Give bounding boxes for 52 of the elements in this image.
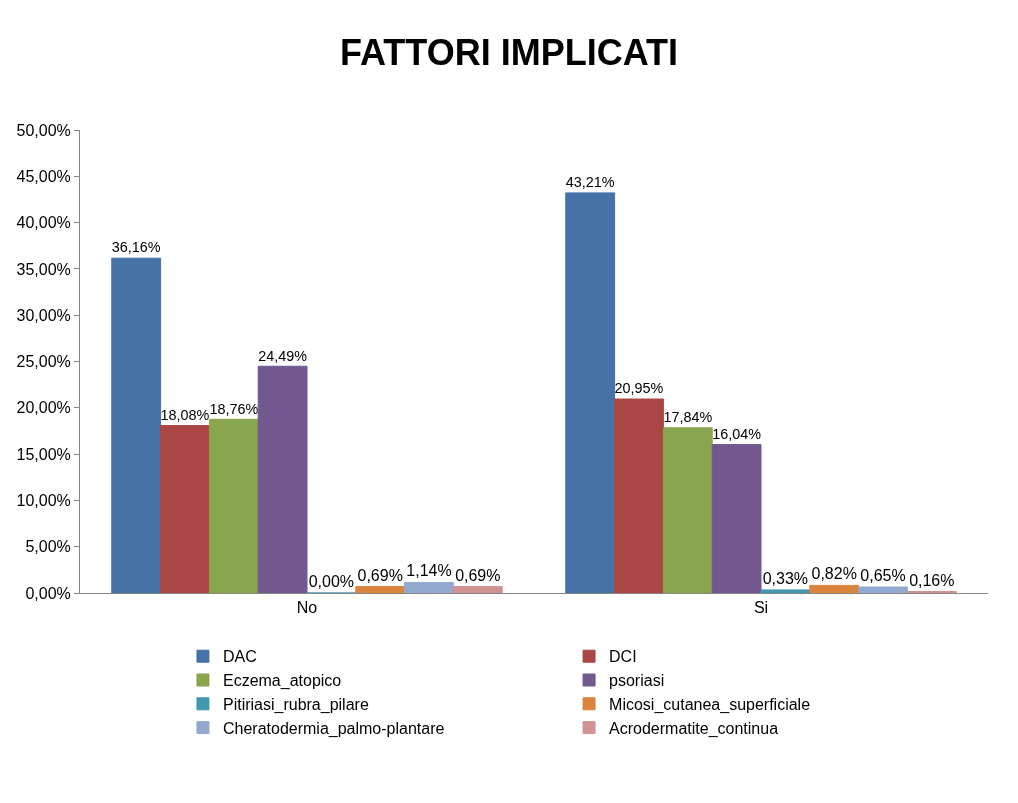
data-label: 0,65% xyxy=(860,566,906,584)
y-tick-label: 0,00% xyxy=(25,584,71,602)
data-label: 18,08% xyxy=(160,406,210,423)
bar xyxy=(404,581,454,593)
x-tick-label: No xyxy=(296,599,318,617)
y-tick-label: 50,00% xyxy=(16,121,71,139)
data-label: 43,21% xyxy=(565,174,615,191)
data-label: 0,82% xyxy=(811,565,857,583)
y-tick-label: 10,00% xyxy=(16,492,71,509)
y-tick-label: 5,00% xyxy=(25,538,71,556)
legend-label: Eczema_atopico xyxy=(222,672,342,691)
data-label: 36,16% xyxy=(111,239,161,256)
bar xyxy=(160,425,210,593)
y-tick-label: 15,00% xyxy=(16,445,71,463)
bar xyxy=(257,365,308,593)
y-tick-label: 35,00% xyxy=(16,260,71,278)
chart-title: FATTORI IMPLICATI xyxy=(340,32,678,74)
data-label: 0,00% xyxy=(308,573,355,590)
legend-label: Micosi_cutanea_superficiale xyxy=(609,696,811,715)
legend-label: DAC xyxy=(222,648,257,666)
data-label: 24,49% xyxy=(258,347,308,364)
legend-label: Cheratodermia_palmo-plantare xyxy=(222,719,445,738)
y-tick-label: 20,00% xyxy=(16,399,71,417)
data-label: 0,69% xyxy=(455,566,501,584)
data-label: 17,84% xyxy=(663,409,713,426)
legend-label: Pitiriasi_rubra_pilare xyxy=(222,696,369,715)
data-label: 0,69% xyxy=(357,566,403,584)
bar xyxy=(355,586,406,593)
legend-label: Acrodermatite_continua xyxy=(609,719,779,738)
bar xyxy=(760,589,811,593)
y-tick-label: 45,00% xyxy=(16,167,71,185)
x-tick-label: Si xyxy=(753,599,769,617)
bar xyxy=(809,584,860,593)
bar xyxy=(711,443,762,593)
data-label: 0,16% xyxy=(909,571,955,589)
bar xyxy=(662,427,713,593)
legend-label: DCI xyxy=(609,648,637,666)
bar xyxy=(452,586,503,593)
bar xyxy=(858,586,908,593)
y-tick-label: 25,00% xyxy=(16,353,71,371)
bar xyxy=(208,418,259,593)
y-tick-label: 40,00% xyxy=(16,214,71,232)
y-tick-label: 30,00% xyxy=(16,306,71,324)
data-label: 16,04% xyxy=(712,425,762,442)
data-label: 20,95% xyxy=(614,380,664,397)
bar xyxy=(111,257,162,593)
data-label: 1,14% xyxy=(406,562,452,580)
bar xyxy=(614,398,664,593)
data-label: 0,33% xyxy=(762,569,809,587)
data-label: 18,76% xyxy=(209,400,259,417)
bar xyxy=(565,192,616,593)
legend-label: psoriasi xyxy=(609,672,665,690)
